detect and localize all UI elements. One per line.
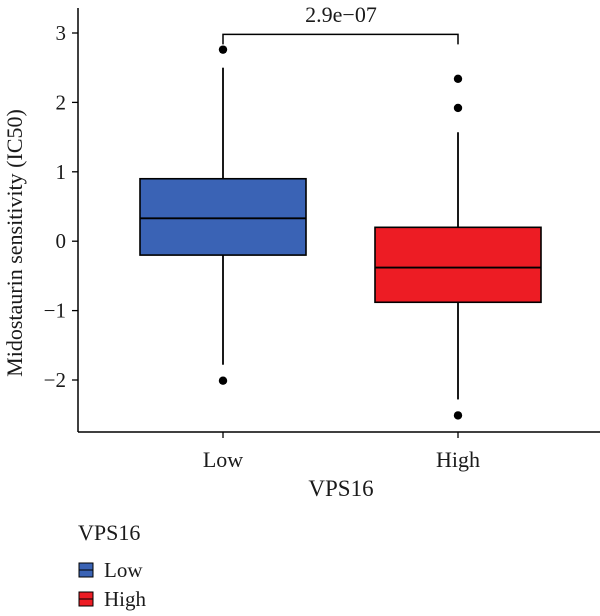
legend: VPS16 Low High bbox=[78, 520, 147, 611]
outlier-point bbox=[453, 411, 463, 420]
y-tick-label: 3 bbox=[56, 21, 67, 45]
y-tick-label: 0 bbox=[56, 229, 67, 253]
outlier-point bbox=[453, 103, 463, 113]
plot-area: 3 2 1 0 −1 −2 Low High bbox=[44, 8, 600, 472]
legend-item-high: High bbox=[78, 587, 147, 611]
y-tick-label: 1 bbox=[56, 160, 67, 184]
y-axis-title: Midostaurin sensitivity (IC50) bbox=[2, 109, 27, 377]
box-low bbox=[139, 177, 307, 256]
x-tick-label: Low bbox=[203, 447, 243, 472]
y-tick-label: −1 bbox=[44, 299, 66, 323]
outlier-point bbox=[218, 45, 228, 54]
box-high bbox=[374, 226, 542, 304]
significance-bracket bbox=[222, 33, 459, 45]
legend-item-low: Low bbox=[78, 558, 143, 582]
legend-label: High bbox=[104, 587, 147, 611]
outlier-point bbox=[218, 376, 228, 385]
legend-entries: Low High bbox=[78, 558, 147, 611]
x-axis-title: VPS16 bbox=[308, 476, 373, 501]
legend-title: VPS16 bbox=[78, 520, 140, 545]
y-tick-label: 2 bbox=[56, 90, 67, 114]
x-tick-label: High bbox=[436, 447, 480, 472]
legend-label: Low bbox=[104, 558, 143, 582]
pvalue-annotation: 2.9e−07 bbox=[305, 2, 377, 27]
outlier-point bbox=[453, 74, 463, 84]
y-tick-label: −2 bbox=[44, 368, 66, 392]
